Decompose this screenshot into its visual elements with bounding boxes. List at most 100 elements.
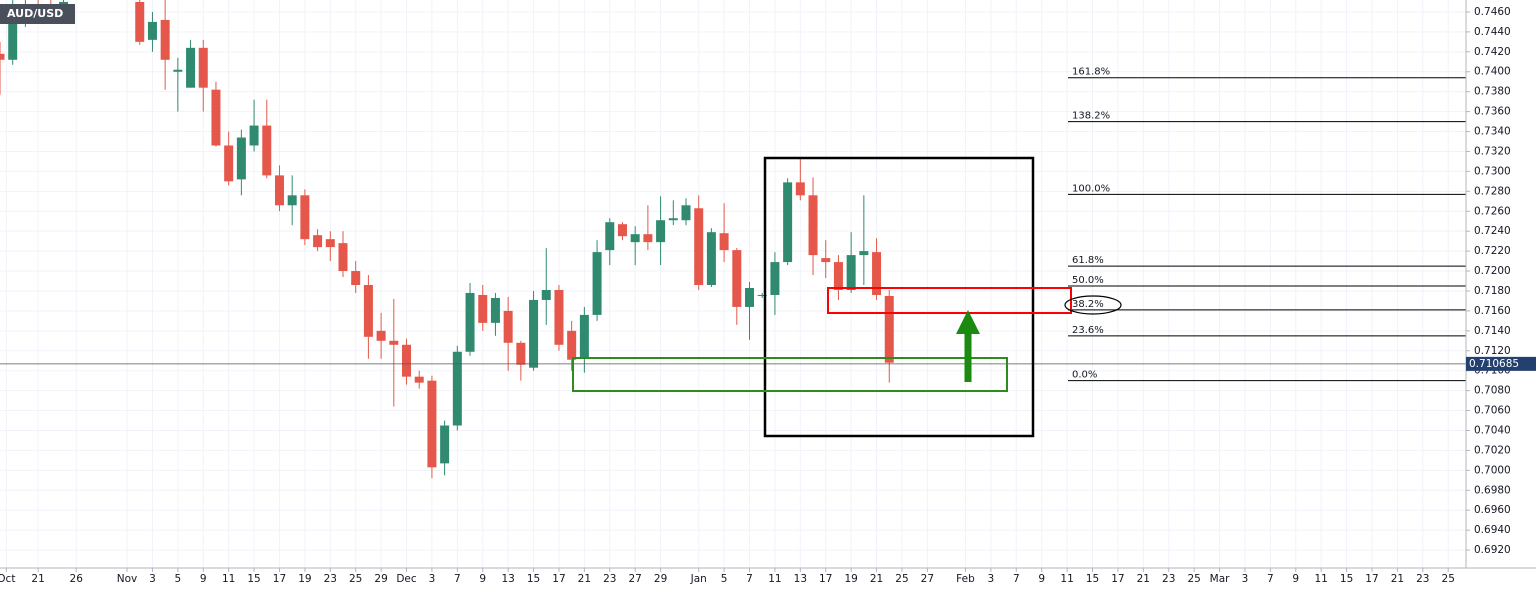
candle-body: [732, 250, 742, 307]
candle-body: [8, 3, 18, 60]
candle-body: [808, 195, 818, 256]
y-tick-label: 0.7440: [1474, 26, 1511, 38]
x-tick-label: 15: [1340, 573, 1353, 585]
candle-body: [529, 299, 539, 368]
y-tick-label: 0.7260: [1474, 205, 1511, 217]
candle-body: [402, 344, 412, 377]
x-tick-label: 17: [1365, 573, 1378, 585]
x-tick-label: 21: [578, 573, 591, 585]
candle-body: [757, 294, 767, 296]
x-tick-label: 9: [1038, 573, 1045, 585]
candle-body: [0, 53, 5, 60]
candle-body: [592, 252, 602, 315]
fib-label: 161.8%: [1072, 67, 1110, 78]
x-tick-label: 21: [31, 573, 44, 585]
candle-body: [579, 314, 589, 359]
candle-body: [833, 262, 843, 290]
candle-body: [338, 243, 348, 272]
fib-label: 100.0%: [1072, 183, 1110, 194]
y-tick-label: 0.7300: [1474, 165, 1511, 177]
fib-label: 61.8%: [1072, 255, 1104, 266]
red-box: [827, 287, 1072, 314]
candle-body: [770, 262, 780, 295]
candle-body: [135, 1, 145, 42]
y-tick-label: 0.7360: [1474, 106, 1511, 118]
candle-body: [452, 351, 462, 426]
y-tick-label: 0.7380: [1474, 86, 1511, 98]
y-tick-label: 0.6980: [1474, 484, 1511, 496]
candle-body: [224, 145, 234, 182]
y-tick-label: 0.7160: [1474, 305, 1511, 317]
candle-body: [211, 89, 221, 146]
candle-body: [274, 175, 284, 206]
x-tick-label: 25: [349, 573, 362, 585]
x-tick-label: 25: [1187, 573, 1200, 585]
y-tick-label: 0.7280: [1474, 185, 1511, 197]
x-tick-label: 5: [175, 573, 182, 585]
x-tick-label: 5: [721, 573, 728, 585]
x-tick-label: 15: [247, 573, 260, 585]
candle-body: [656, 220, 666, 243]
candle-body: [745, 287, 755, 307]
candle-body: [872, 252, 882, 295]
x-tick-label: 7: [746, 573, 753, 585]
candle-body: [376, 330, 386, 341]
x-tick-label: 11: [1060, 573, 1073, 585]
y-tick-label: 0.7000: [1474, 464, 1511, 476]
candle-body: [554, 289, 564, 345]
candle-body: [681, 205, 691, 221]
x-tick-label: 23: [1416, 573, 1429, 585]
x-tick-label: 9: [200, 573, 207, 585]
candle-body: [821, 258, 831, 263]
candle-body: [198, 47, 208, 88]
y-tick-label: 0.7020: [1474, 444, 1511, 456]
x-tick-label: 11: [1314, 573, 1327, 585]
candle-body: [363, 284, 373, 337]
x-tick-label: 13: [794, 573, 807, 585]
candle-body: [262, 125, 272, 176]
candle-body: [236, 137, 246, 180]
grid: [0, 0, 1466, 568]
x-tick-label: 27: [628, 573, 641, 585]
candle-body: [643, 234, 653, 243]
y-tick-label: 0.7040: [1474, 424, 1511, 436]
axes: 0.6920 0.6940 0.6960 0.6980 0.7000 0.7020 0.70…: [0, 6, 1511, 585]
y-tick-label: 0.7180: [1474, 285, 1511, 297]
y-tick-label: 0.7400: [1474, 66, 1511, 78]
x-tick-label: 23: [1162, 573, 1175, 585]
candle-body: [478, 294, 488, 323]
x-tick-label: 21: [870, 573, 883, 585]
x-tick-label: 3: [429, 573, 436, 585]
y-tick-label: 0.7080: [1474, 385, 1511, 397]
candle-body: [414, 376, 424, 383]
y-tick-label: 0.6920: [1474, 544, 1511, 556]
candle-body: [173, 69, 183, 72]
fib-label: 50.0%: [1072, 275, 1104, 286]
y-tick-label: 0.7420: [1474, 46, 1511, 58]
y-tick-label: 0.7120: [1474, 345, 1511, 357]
chart-title: AUD/USD: [7, 7, 63, 20]
x-tick-label: 27: [921, 573, 934, 585]
candle-body: [884, 295, 894, 363]
candle-body: [846, 255, 856, 290]
arrow-head: [956, 310, 980, 334]
candle-body: [186, 47, 196, 88]
y-tick-label: 0.6940: [1474, 524, 1511, 536]
candle-body: [541, 289, 551, 300]
x-tick-label: Nov: [117, 573, 138, 585]
fib-label: 38.2%: [1072, 299, 1104, 310]
x-tick-label: 21: [1137, 573, 1150, 585]
candle-body: [795, 182, 805, 196]
candle-body: [249, 125, 259, 146]
y-tick-label: 0.7140: [1474, 325, 1511, 337]
candle-body: [617, 224, 627, 237]
candle-body: [490, 297, 500, 323]
x-tick-label: 15: [527, 573, 540, 585]
x-tick-label: 23: [324, 573, 337, 585]
x-tick-label: Mar: [1210, 573, 1230, 585]
x-tick-label: 7: [1267, 573, 1274, 585]
candle-body: [630, 234, 640, 243]
y-tick-label: 0.7320: [1474, 145, 1511, 157]
candle-body: [668, 218, 678, 221]
